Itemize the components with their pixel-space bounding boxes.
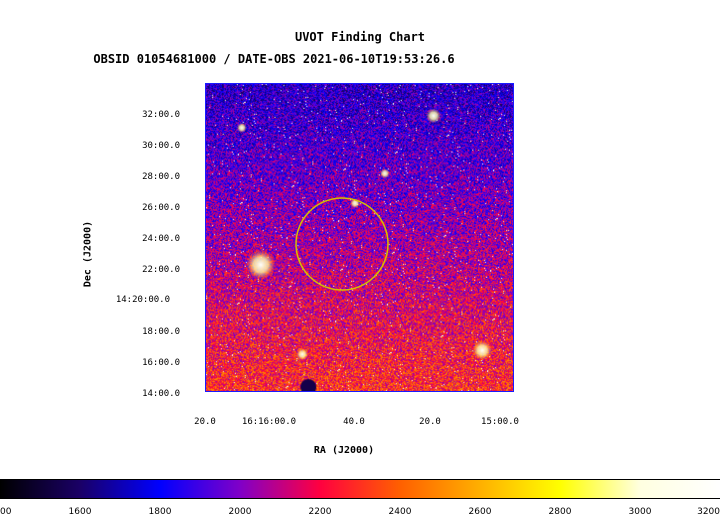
colorbar-tick: 1600 — [68, 507, 92, 517]
ra-tick: 15:00.0 — [481, 417, 519, 427]
dec-tick: 32:00.0 — [142, 110, 180, 120]
dec-tick: 14:20:00.0 — [115, 295, 170, 305]
colorbar-tick: 1800 — [148, 507, 172, 517]
dec-tick: 14:00.0 — [142, 389, 180, 399]
dec-tick: 26:00.0 — [142, 203, 180, 213]
ra-tick: 40.0 — [343, 417, 365, 427]
dec-tick: 30:00.0 — [142, 141, 180, 151]
dec-tick: 24:00.0 — [142, 234, 180, 244]
target-marker-layer — [295, 197, 389, 291]
colorbar-tick: 1400 — [0, 507, 12, 517]
sky-image — [206, 84, 513, 391]
ra-tick: 16:16:00.0 — [241, 417, 297, 427]
dec-tick: 18:00.0 — [142, 327, 180, 337]
colorbar-tick: 2200 — [308, 507, 332, 517]
colorbar-tick: 2800 — [548, 507, 572, 517]
chart-title: UVOT Finding Chart — [294, 30, 426, 44]
colorbar — [0, 479, 720, 499]
colorbar-tick: 2400 — [388, 507, 412, 517]
dec-tick: 28:00.0 — [142, 172, 180, 182]
ra-tick: 20.0 — [194, 417, 216, 427]
ra-tick: 20.0 — [419, 417, 441, 427]
target-circle — [295, 197, 389, 291]
ra-axis-label: RA (J2000) — [313, 445, 375, 456]
dec-tick: 22:00.0 — [142, 265, 180, 275]
sky-image-panel[interactable] — [205, 83, 514, 392]
colorbar-tick: 3200 — [697, 507, 720, 517]
colorbar-tick: 2600 — [468, 507, 492, 517]
colorbar-tick: 3000 — [628, 507, 652, 517]
dec-tick: 16:00.0 — [142, 358, 180, 368]
colorbar-tick: 2000 — [228, 507, 252, 517]
dec-axis-label: Dec (J2000) — [82, 220, 94, 288]
chart-subtitle: OBSID 01054681000 / DATE-OBS 2021-06-10T… — [93, 52, 455, 66]
